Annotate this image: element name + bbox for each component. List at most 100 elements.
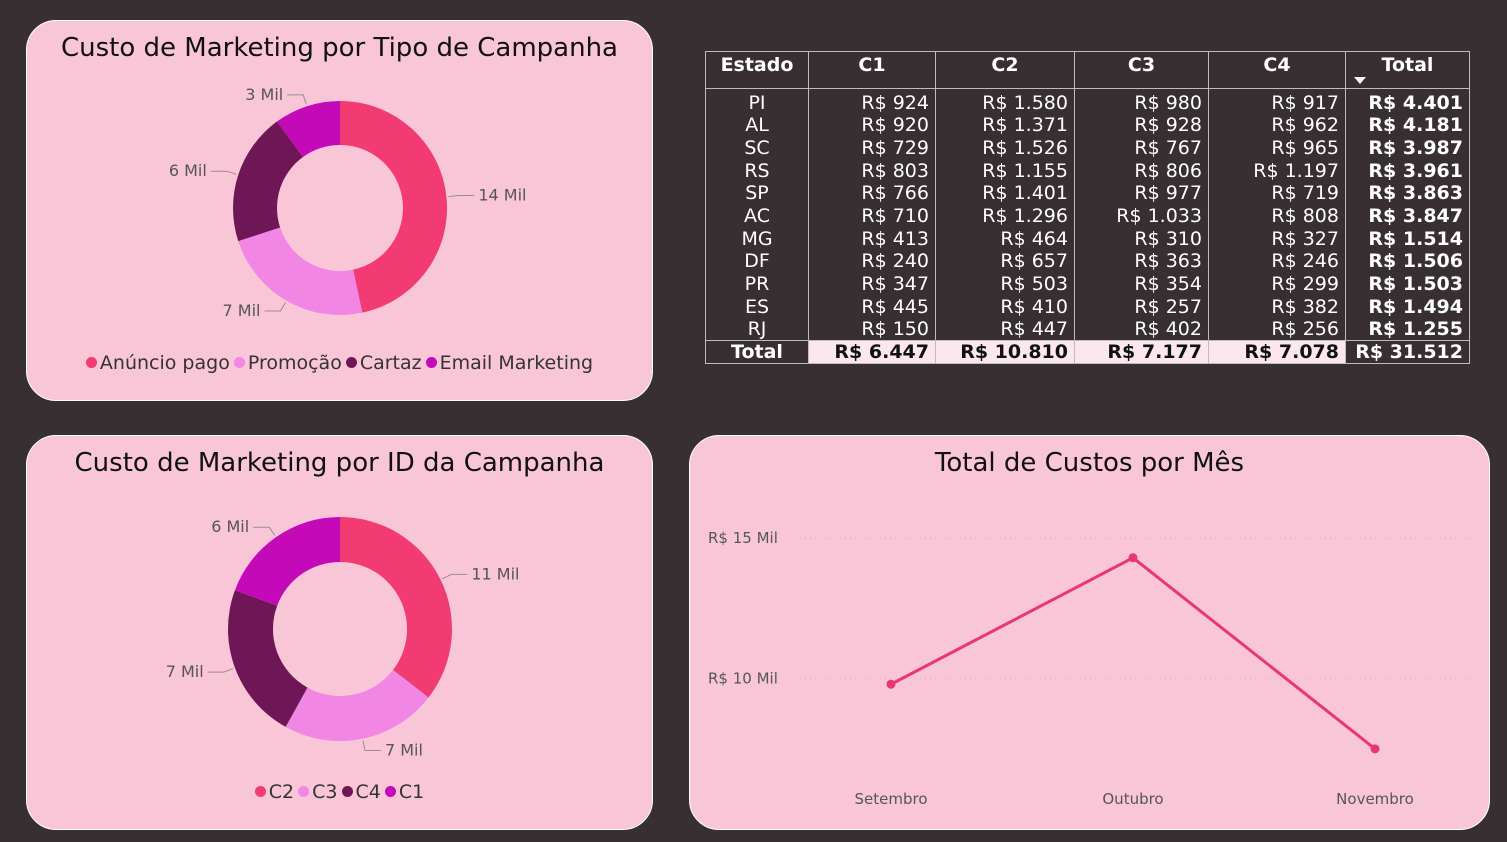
data-point[interactable] <box>1128 553 1138 563</box>
column-header-total[interactable]: Total <box>1345 51 1470 89</box>
leader-line <box>207 668 234 673</box>
value-cell: R$ 1.033 <box>1074 204 1209 228</box>
column-header-label: Estado <box>720 54 794 76</box>
column-header-estado[interactable]: Estado <box>705 51 809 89</box>
sort-desc-icon[interactable] <box>1354 77 1366 84</box>
legend-item[interactable]: C1 <box>384 781 425 803</box>
state-cell: SC <box>705 136 809 160</box>
value-cell: R$ 965 <box>1208 136 1346 160</box>
legend-dot-icon <box>298 786 310 797</box>
value-cell: R$ 766 <box>808 182 936 205</box>
legend: Anúncio pago Promoção Cartaz Email Marketin… <box>27 352 652 374</box>
data-point[interactable] <box>886 679 896 689</box>
value-cell: R$ 402 <box>1074 318 1209 341</box>
value-cell: R$ 503 <box>935 272 1075 296</box>
donut-slice-cartaz[interactable] <box>232 121 303 242</box>
total-cell: R$ 7.177 <box>1074 340 1209 365</box>
chart-title: Custo de Marketing por ID da Campanha <box>74 448 605 478</box>
data-label: 6 Mil <box>211 517 249 536</box>
column-header-c1[interactable]: C1 <box>808 51 936 89</box>
table-row: DF R$ 240 R$ 657 R$ 363 R$ 246 R$ 1.506 <box>705 250 1470 273</box>
value-cell: R$ 3.863 <box>1345 182 1470 205</box>
value-cell: R$ 246 <box>1208 250 1346 273</box>
donut-slice-c4[interactable] <box>228 590 308 727</box>
value-cell: R$ 347 <box>808 272 936 296</box>
legend-item[interactable]: C2 <box>254 781 295 803</box>
value-cell: R$ 310 <box>1074 227 1209 251</box>
table-row: MG R$ 413 R$ 464 R$ 310 R$ 327 R$ 1.514 <box>705 227 1470 251</box>
table-row: AC R$ 710 R$ 1.296 R$ 1.033 R$ 808 R$ 3.847 <box>705 204 1470 228</box>
state-cell: RS <box>705 159 809 183</box>
legend: C2 C3 C4 C1 <box>27 781 652 803</box>
data-label: 7 Mil <box>385 740 423 759</box>
value-cell: R$ 1.514 <box>1345 227 1470 251</box>
leader-line <box>264 302 286 312</box>
legend-item[interactable]: Email Marketing <box>425 352 594 374</box>
data-label: 7 Mil <box>223 301 261 320</box>
value-cell: R$ 240 <box>808 250 936 273</box>
state-cell: ES <box>705 295 809 319</box>
legend-label: Cartaz <box>359 352 422 374</box>
value-cell: R$ 3.987 <box>1345 136 1470 160</box>
value-cell: R$ 1.580 <box>935 88 1075 114</box>
table-row: RS R$ 803 R$ 1.155 R$ 806 R$ 1.197 R$ 3.961 <box>705 159 1470 183</box>
totals-row: Total R$ 6.447 R$ 10.810 R$ 7.177 R$ 7.078 R$… <box>705 340 1470 365</box>
legend-dot-icon <box>341 786 353 797</box>
data-point[interactable] <box>1370 744 1380 754</box>
value-cell: R$ 719 <box>1208 182 1346 205</box>
legend-item[interactable]: C4 <box>341 781 381 803</box>
column-header-c2[interactable]: C2 <box>935 51 1075 89</box>
donut-slice-promoção[interactable] <box>238 227 363 315</box>
value-cell: R$ 3.847 <box>1345 204 1470 228</box>
leader-line <box>442 573 468 580</box>
table-row: RJ R$ 150 R$ 447 R$ 402 R$ 256 R$ 1.255 <box>705 318 1470 341</box>
data-label: 11 Mil <box>471 564 519 583</box>
legend-label: Email Marketing <box>439 352 594 374</box>
value-cell: R$ 256 <box>1208 318 1346 341</box>
value-cell: R$ 464 <box>935 227 1075 251</box>
state-cell: DF <box>705 250 809 273</box>
value-cell: R$ 1.526 <box>935 136 1075 160</box>
legend-item[interactable]: Anúncio pago <box>85 352 230 374</box>
legend-label: C3 <box>312 781 338 803</box>
value-cell: R$ 150 <box>808 318 936 341</box>
value-cell: R$ 363 <box>1074 250 1209 273</box>
legend-dot-icon <box>85 357 97 368</box>
donut-slice-anúncio-pago[interactable] <box>340 101 448 313</box>
value-cell: R$ 382 <box>1208 295 1346 319</box>
state-cell: PR <box>705 272 809 296</box>
legend-dot-icon <box>384 786 396 797</box>
value-cell: R$ 977 <box>1074 182 1209 205</box>
value-cell: R$ 327 <box>1208 227 1346 251</box>
legend-label: C2 <box>268 781 295 803</box>
legend-item[interactable]: Cartaz <box>345 352 422 374</box>
totals-label: Total <box>705 340 809 365</box>
column-header-c3[interactable]: C3 <box>1074 51 1209 89</box>
value-cell: R$ 257 <box>1074 295 1209 319</box>
donut-chart-type: 14 Mil 7 Mil 6 Mil 3 Mil <box>169 85 527 320</box>
table-row: AL R$ 920 R$ 1.371 R$ 928 R$ 962 R$ 4.181 <box>705 114 1470 137</box>
donut-slice-c2[interactable] <box>340 517 453 698</box>
value-cell: R$ 917 <box>1208 88 1346 114</box>
table-row: PR R$ 347 R$ 503 R$ 354 R$ 299 R$ 1.503 <box>705 272 1470 296</box>
value-cell: R$ 808 <box>1208 204 1346 228</box>
donut-slice-c3[interactable] <box>285 670 429 741</box>
legend-label: Anúncio pago <box>99 352 230 374</box>
value-cell: R$ 1.155 <box>935 159 1075 183</box>
value-cell: R$ 4.181 <box>1345 114 1470 137</box>
value-cell: R$ 1.296 <box>935 204 1075 228</box>
legend-item[interactable]: Promoção <box>233 352 342 374</box>
column-header-label: C1 <box>858 54 886 76</box>
leader-line <box>253 526 276 536</box>
legend-item[interactable]: C3 <box>298 781 338 803</box>
donut-slice-c1[interactable] <box>234 517 340 606</box>
value-cell: R$ 1.255 <box>1345 318 1470 341</box>
donut-slice-email-marketing[interactable] <box>277 101 340 158</box>
data-label: 14 Mil <box>478 186 526 205</box>
legend-label: Promoção <box>247 352 342 374</box>
total-cell: R$ 31.512 <box>1345 340 1470 365</box>
value-cell: R$ 767 <box>1074 136 1209 160</box>
legend-label: C1 <box>398 781 425 803</box>
column-header-c4[interactable]: C4 <box>1208 51 1346 89</box>
data-label: 3 Mil <box>245 85 283 104</box>
